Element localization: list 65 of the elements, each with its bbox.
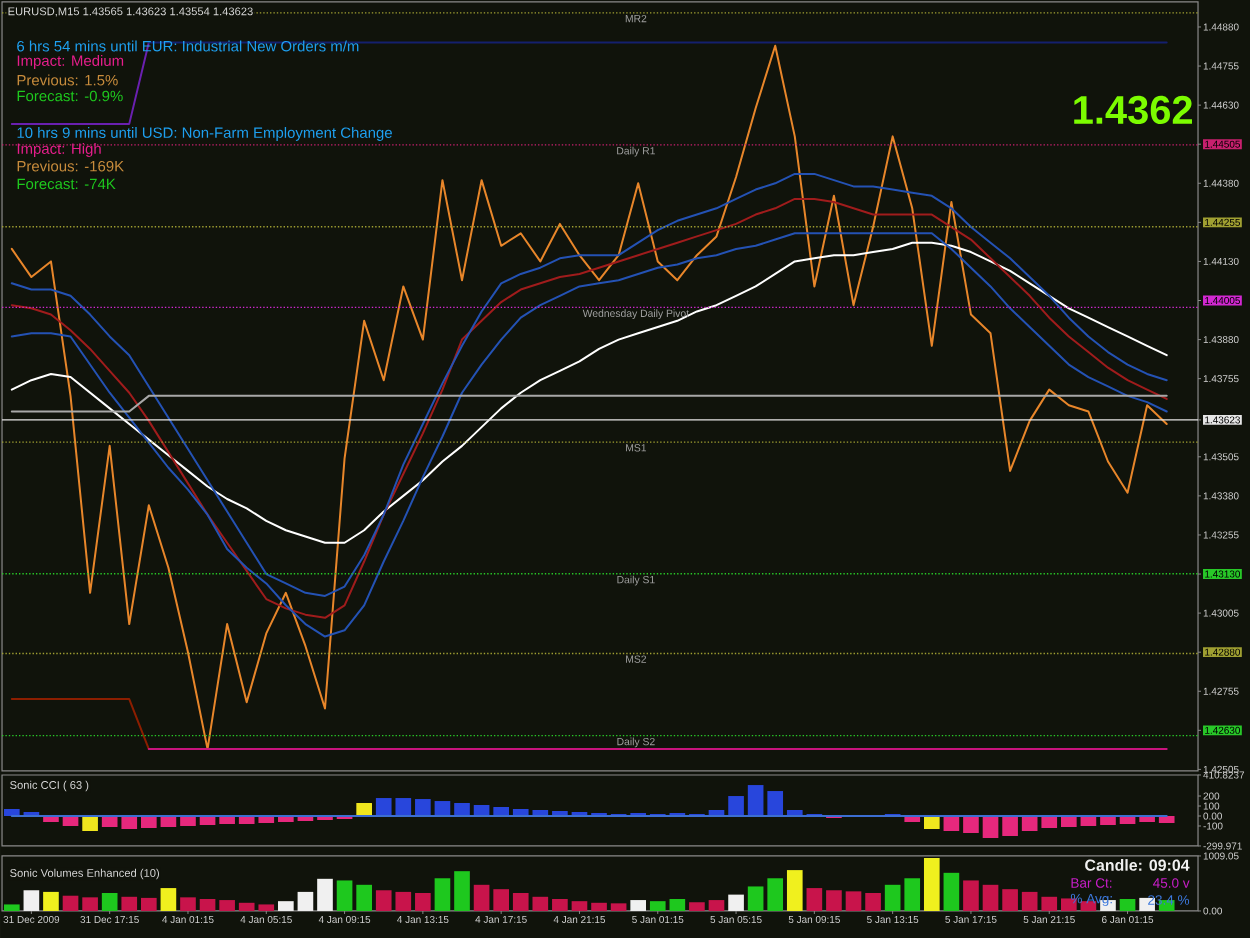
bar (336, 880, 353, 911)
bar (43, 891, 59, 911)
bar (806, 888, 823, 911)
bar (552, 898, 568, 911)
bar (219, 900, 235, 911)
bar (610, 903, 627, 911)
bar (180, 816, 196, 826)
bar (3, 904, 20, 911)
bar (160, 888, 177, 911)
bar (473, 884, 490, 911)
bar (297, 891, 314, 911)
bar (180, 897, 196, 911)
bar (649, 901, 666, 911)
bar (493, 889, 509, 911)
bar (982, 816, 999, 838)
bar (415, 892, 431, 911)
bar (728, 796, 744, 817)
annotation: 1.4362 (1074, 95, 1192, 125)
bar (826, 890, 842, 911)
bar (865, 892, 881, 911)
bar (923, 816, 940, 829)
bar (943, 872, 960, 911)
bar (454, 803, 470, 817)
bar (1002, 816, 1018, 836)
bar (571, 901, 588, 911)
bar (845, 891, 862, 911)
bar (1002, 889, 1018, 911)
bar (884, 884, 901, 911)
bar (415, 799, 431, 817)
bar (1158, 816, 1175, 823)
bar (434, 878, 451, 911)
bar (591, 902, 607, 911)
bar (82, 816, 98, 831)
bar (923, 858, 940, 911)
bar (747, 886, 764, 911)
bar (708, 900, 725, 911)
bar (278, 901, 294, 911)
bar (199, 898, 216, 911)
bar (728, 894, 744, 911)
bar (669, 898, 686, 911)
bar (963, 816, 979, 833)
bar (767, 791, 784, 817)
bar (454, 871, 470, 911)
bar (23, 890, 40, 911)
bar (3, 809, 20, 817)
bar (434, 801, 451, 817)
bar (786, 870, 803, 911)
bar (82, 897, 98, 911)
bar (963, 880, 979, 911)
bar (767, 878, 784, 911)
bar (101, 892, 118, 911)
bar (62, 895, 79, 911)
bar (356, 884, 372, 911)
bar (140, 897, 157, 911)
bar (140, 816, 157, 828)
bar (747, 785, 764, 817)
bar (1061, 816, 1077, 827)
bar (630, 900, 647, 911)
bar (1119, 898, 1136, 911)
bar (904, 878, 921, 911)
bar (689, 902, 705, 911)
bar (121, 896, 138, 911)
bar (317, 878, 333, 911)
bar (356, 803, 372, 817)
bar (982, 884, 999, 911)
